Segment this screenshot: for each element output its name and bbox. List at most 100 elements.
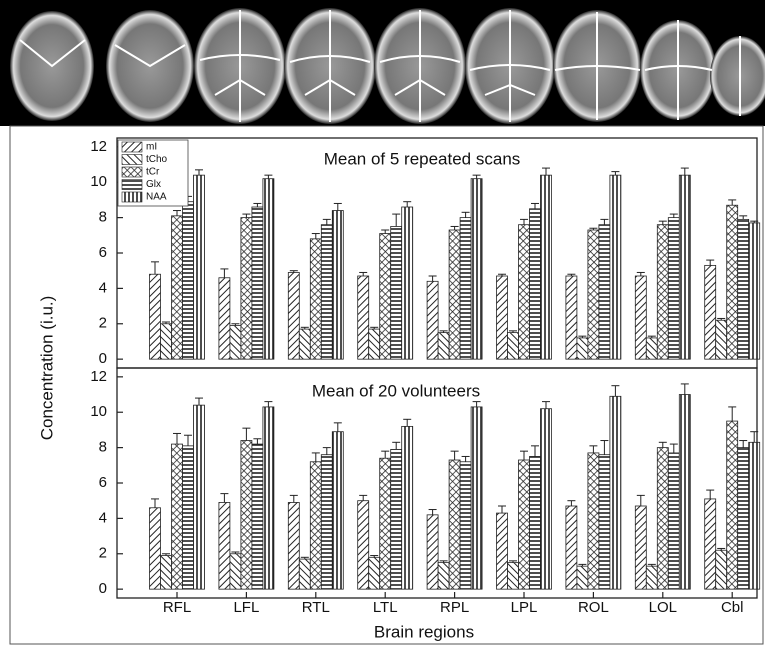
bar <box>530 456 541 589</box>
y-tick-label: 4 <box>99 279 107 296</box>
bar <box>332 432 343 589</box>
bar <box>380 234 391 360</box>
bar <box>299 329 310 359</box>
bar <box>749 442 760 589</box>
bar <box>716 550 727 589</box>
bar <box>610 175 621 359</box>
bar <box>460 218 471 360</box>
bar <box>241 218 252 360</box>
bar <box>161 324 172 359</box>
legend-swatch <box>122 155 142 165</box>
bar <box>530 209 541 359</box>
bar <box>541 409 552 589</box>
bar <box>321 455 332 589</box>
y-tick-label: 8 <box>99 439 107 456</box>
y-tick-label: 10 <box>90 173 107 190</box>
bar <box>252 444 263 589</box>
bar <box>508 333 519 360</box>
bar <box>219 278 230 359</box>
bar <box>577 566 588 589</box>
bar <box>657 225 668 359</box>
bar <box>588 453 599 589</box>
bar <box>705 265 716 359</box>
x-tick-label: LOL <box>649 599 677 616</box>
bar <box>183 202 194 359</box>
bar <box>471 407 482 589</box>
bar <box>705 499 716 589</box>
bar <box>519 460 530 589</box>
bar <box>183 446 194 589</box>
bar <box>369 329 380 359</box>
y-tick-label: 6 <box>99 474 107 491</box>
bar <box>427 281 438 359</box>
bar <box>471 179 482 359</box>
x-tick-label: Cbl <box>721 599 744 616</box>
bar <box>427 515 438 589</box>
bar <box>150 274 161 359</box>
bar <box>635 276 646 359</box>
bar <box>716 320 727 359</box>
bar <box>310 462 321 589</box>
x-tick-label: ROL <box>578 599 609 616</box>
bar <box>657 448 668 590</box>
bar <box>727 205 738 359</box>
legend-label: NAA <box>146 192 167 203</box>
bar <box>749 223 760 359</box>
bar <box>321 225 332 359</box>
bar <box>599 455 610 589</box>
bar <box>150 508 161 589</box>
bar <box>161 556 172 590</box>
bar <box>738 219 749 359</box>
bar <box>646 566 657 589</box>
bar <box>172 444 183 589</box>
bar <box>263 179 274 359</box>
y-tick-label: 4 <box>99 509 107 526</box>
figure: 024681012Mean of 5 repeated scansmItChot… <box>0 0 765 646</box>
y-tick-label: 0 <box>99 580 107 597</box>
bar <box>391 226 402 359</box>
bar <box>497 276 508 359</box>
bar <box>288 502 299 589</box>
bar <box>668 453 679 589</box>
x-tick-label: LTL <box>373 599 398 616</box>
x-tick-label: LFL <box>233 599 259 616</box>
mri-strip <box>0 0 765 126</box>
bar <box>288 272 299 359</box>
bar <box>449 230 460 359</box>
bar <box>299 559 310 589</box>
bar <box>263 407 274 589</box>
bar <box>566 506 577 589</box>
bar <box>172 216 183 359</box>
legend-label: tCho <box>146 154 168 165</box>
bar <box>252 207 263 359</box>
y-axis-label: Concentration (i.u.) <box>37 296 56 441</box>
bar <box>497 513 508 589</box>
bar <box>438 563 449 590</box>
y-tick-label: 8 <box>99 209 107 226</box>
bar <box>449 460 460 589</box>
x-tick-label: RPL <box>440 599 469 616</box>
y-tick-label: 2 <box>99 545 107 562</box>
legend-label: tCr <box>146 167 160 178</box>
x-tick-label: LPL <box>511 599 538 616</box>
y-tick-label: 2 <box>99 315 107 332</box>
bar <box>219 502 230 589</box>
bar <box>194 175 205 359</box>
bar <box>577 338 588 359</box>
bar <box>541 175 552 359</box>
y-tick-label: 10 <box>90 403 107 420</box>
bar <box>679 395 690 590</box>
bar <box>369 557 380 589</box>
legend-swatch <box>122 192 142 202</box>
bar <box>380 458 391 589</box>
x-axis-label: Brain regions <box>374 622 474 641</box>
bar <box>679 175 690 359</box>
bar <box>358 501 369 589</box>
bar <box>194 405 205 589</box>
y-tick-label: 12 <box>90 368 107 385</box>
legend-swatch <box>122 180 142 190</box>
bar <box>588 230 599 359</box>
bar <box>727 421 738 589</box>
legend-label: Glx <box>146 179 161 190</box>
bar <box>460 462 471 589</box>
